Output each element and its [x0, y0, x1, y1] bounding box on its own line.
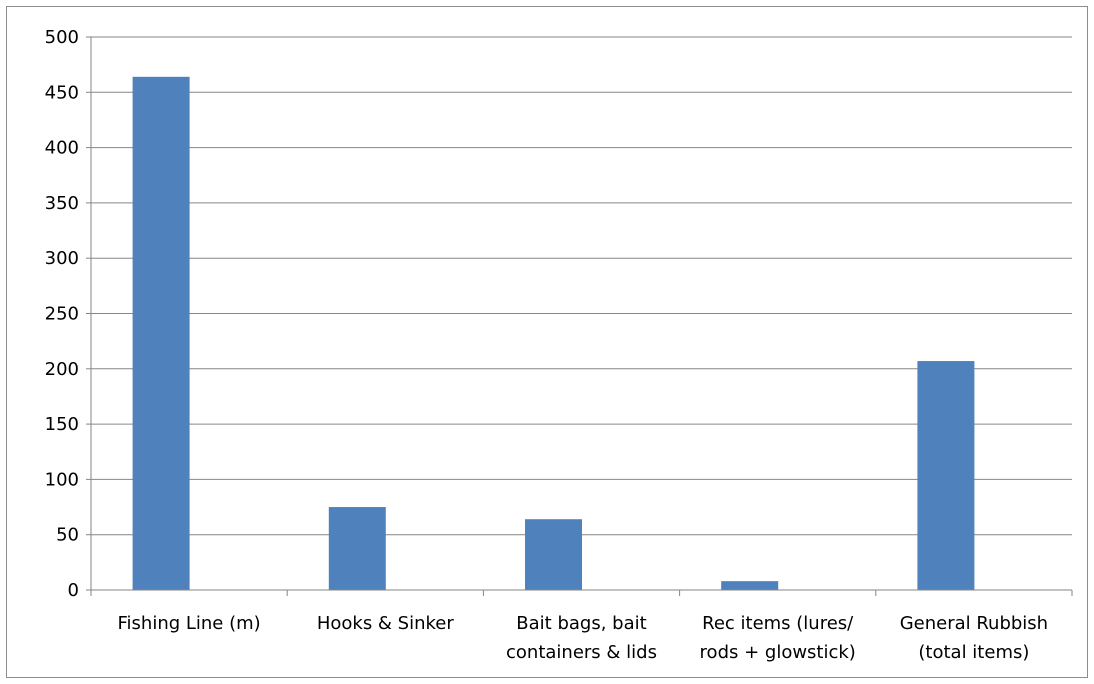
x-category-label: Hooks & Sinker — [317, 613, 455, 634]
y-tick-label: 200 — [45, 359, 79, 380]
bar — [132, 76, 190, 591]
y-tick-label: 300 — [45, 248, 79, 269]
y-tick-label: 350 — [45, 193, 79, 214]
gridlines — [91, 36, 1072, 536]
y-tick-label: 50 — [56, 525, 79, 546]
x-category-label: Bait bags, bait — [516, 613, 646, 634]
bar — [917, 361, 975, 590]
y-tick-label: 450 — [45, 82, 79, 103]
x-category-label: General Rubbish — [900, 613, 1048, 634]
x-category-label: rods + glowstick) — [700, 642, 856, 663]
y-tick-label: 0 — [68, 580, 79, 601]
x-category-label: containers & lids — [506, 642, 657, 663]
y-tick-label: 500 — [45, 27, 79, 48]
x-category-labels: Fishing Line (m) Hooks & Sinker Bait bags,… — [117, 613, 1048, 663]
y-tick-labels: 0 50 100 150 200 250 300 350 400 450 500 — [45, 27, 79, 601]
x-category-label: Rec items (lures/ — [702, 613, 854, 634]
y-tick-label: 100 — [45, 469, 79, 490]
bar — [721, 581, 779, 590]
x-category-label: (total items) — [918, 642, 1029, 663]
y-tick-label: 250 — [45, 304, 79, 325]
axes — [86, 36, 1073, 596]
bar — [328, 507, 386, 590]
y-tick-label: 150 — [45, 414, 79, 435]
bars — [132, 76, 975, 591]
x-category-label: Fishing Line (m) — [117, 613, 260, 634]
bar — [525, 519, 582, 590]
y-tick-label: 400 — [45, 138, 79, 159]
